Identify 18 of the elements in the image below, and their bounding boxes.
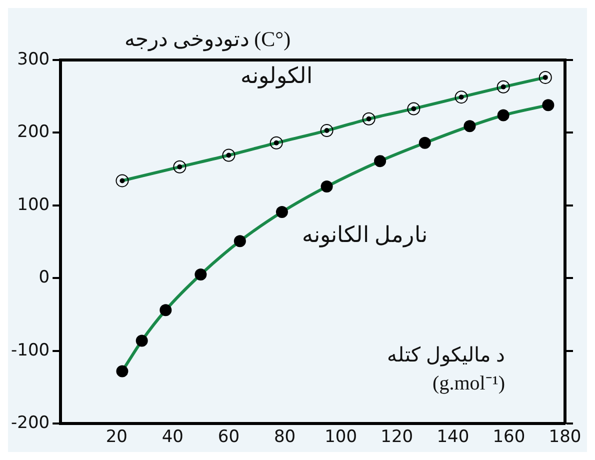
x-tick-label: 40 (162, 427, 184, 448)
x-tick-label: 80 (274, 427, 296, 448)
series-label: نارمل الکانونه (302, 222, 428, 248)
y-tick-label: 200 (17, 122, 50, 142)
y-tick-label: -100 (10, 340, 50, 360)
y-axis-title: (°C) دتودوخی درجه (124, 27, 291, 52)
y-tick-label: 300 (17, 49, 50, 70)
x-tick-label: 100 (324, 427, 358, 448)
x-tick-label: 160 (492, 427, 526, 448)
x-tick-label: 120 (380, 427, 414, 448)
series-label: الکولونه (240, 62, 312, 89)
x-tick-label: 60 (218, 427, 240, 448)
x-tick-label: 140 (436, 427, 470, 448)
x-tick-label: 180 (548, 427, 582, 448)
y-tick-label: -200 (10, 413, 50, 434)
y-tick-label: 0 (38, 268, 50, 288)
x-tick-label: 20 (106, 427, 128, 448)
y-tick-label: 100 (17, 194, 50, 215)
